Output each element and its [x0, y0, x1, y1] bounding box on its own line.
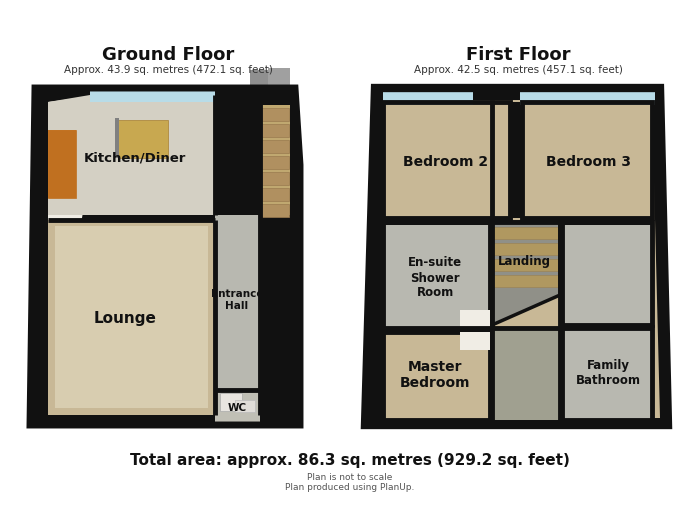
Text: Kitchen/Diner: Kitchen/Diner [84, 152, 186, 164]
Text: Bedroom 2: Bedroom 2 [403, 155, 489, 169]
Text: Entrance
Hall: Entrance Hall [211, 289, 263, 311]
Text: Total area: approx. 86.3 sq. metres (929.2 sq. feet): Total area: approx. 86.3 sq. metres (929… [130, 453, 570, 467]
Polygon shape [522, 102, 652, 218]
Text: Approx. 43.9 sq. metres (472.1 sq. feet): Approx. 43.9 sq. metres (472.1 sq. feet) [64, 65, 272, 75]
Polygon shape [30, 88, 300, 425]
Text: Landing: Landing [498, 256, 550, 269]
Bar [261, 204, 289, 217]
Polygon shape [215, 390, 260, 425]
Polygon shape [383, 222, 490, 330]
Text: Plan produced using PlanUp.: Plan produced using PlanUp. [286, 484, 414, 493]
Bar [90, 88, 215, 102]
Bar [48, 130, 76, 198]
Text: Master
Bedroom: Master Bedroom [400, 360, 470, 390]
Polygon shape [48, 95, 215, 215]
Polygon shape [460, 310, 490, 330]
Bar [118, 120, 168, 158]
Polygon shape [55, 226, 208, 408]
Polygon shape [383, 100, 660, 418]
Text: Family
Bathroom: Family Bathroom [575, 359, 640, 387]
Bar [115, 118, 119, 158]
Polygon shape [383, 102, 510, 218]
Text: Plan is not to scale: Plan is not to scale [307, 473, 393, 483]
Polygon shape [215, 215, 260, 390]
Polygon shape [383, 332, 490, 420]
Polygon shape [260, 105, 290, 215]
Bar [493, 259, 558, 271]
Polygon shape [48, 95, 102, 415]
Text: En-suite
Shower
Room: En-suite Shower Room [408, 257, 462, 299]
Polygon shape [365, 88, 668, 425]
Bar [520, 88, 655, 105]
Bar [493, 275, 558, 287]
Bar [48, 130, 76, 198]
Bar [261, 124, 289, 137]
Bar [493, 243, 558, 255]
Polygon shape [268, 68, 290, 88]
Bar [261, 172, 289, 185]
Bar [261, 108, 289, 121]
Text: Bedroom 3: Bedroom 3 [545, 155, 631, 169]
Polygon shape [492, 327, 560, 420]
Polygon shape [460, 332, 490, 350]
Polygon shape [250, 70, 290, 88]
Polygon shape [562, 222, 652, 325]
Polygon shape [492, 222, 560, 325]
Bar [220, 393, 242, 411]
Bar [261, 188, 289, 201]
Text: First Floor: First Floor [466, 46, 570, 64]
Text: Lounge: Lounge [94, 310, 156, 325]
Polygon shape [48, 220, 215, 415]
Polygon shape [510, 102, 522, 218]
Bar [261, 140, 289, 153]
Polygon shape [562, 327, 652, 420]
Polygon shape [235, 400, 255, 412]
Bar [261, 156, 289, 169]
Bar [493, 227, 558, 239]
Bar [383, 88, 473, 105]
Text: Approx. 42.5 sq. metres (457.1 sq. feet): Approx. 42.5 sq. metres (457.1 sq. feet) [414, 65, 622, 75]
Text: Ground Floor: Ground Floor [102, 46, 234, 64]
Text: WC: WC [228, 403, 246, 413]
